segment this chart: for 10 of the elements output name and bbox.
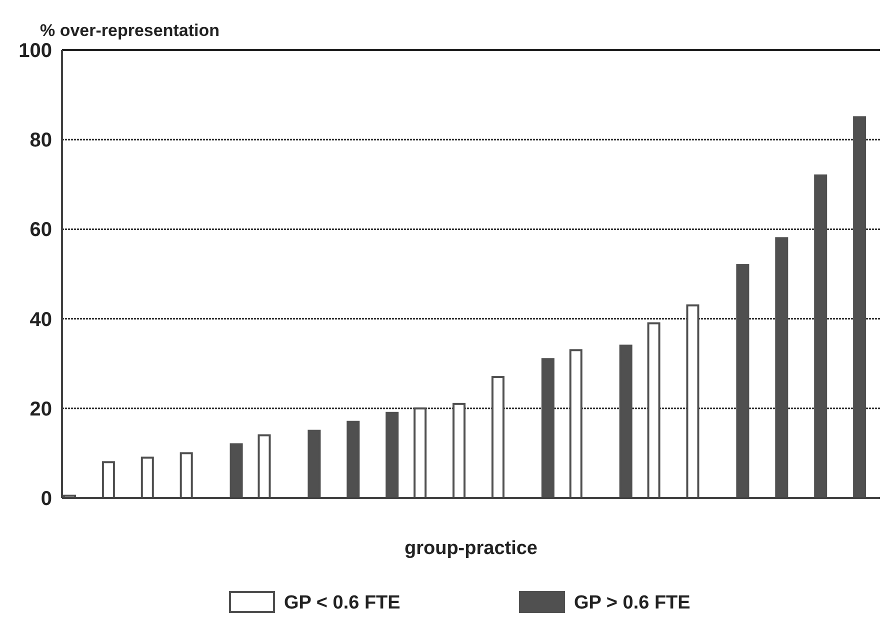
y-tick-label: 60 [30,219,52,242]
y-tick-label: 80 [30,130,52,152]
y-tick-label: 100 [18,40,52,62]
y-tick-label: 20 [30,398,52,420]
y-tick-label: 40 [30,308,52,331]
legend-label: GP < 0.6 FTE [284,592,400,614]
y-tick-label: 0 [40,488,52,510]
x-axis-title: group-practice [404,538,538,559]
y-axis-title: % over-representation [40,21,220,40]
legend-label: GP > 0.6 FTE [574,592,690,614]
